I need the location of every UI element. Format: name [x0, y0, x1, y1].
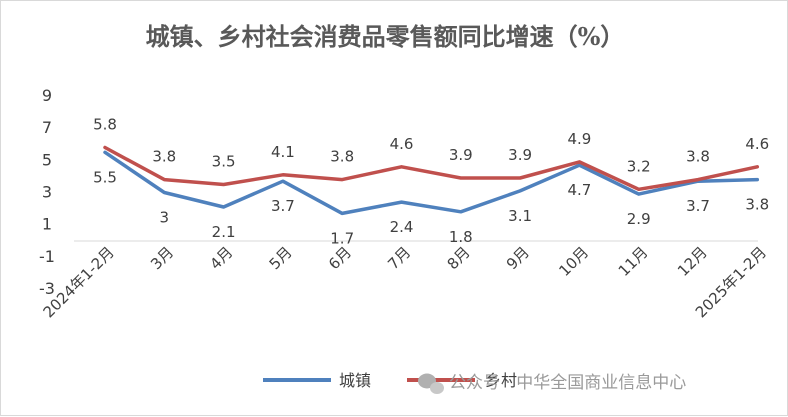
- series-line-1: [103, 150, 760, 216]
- x-axis: 2024年1-2月 3月 4月 5月 6月 7月 8月 9月 10月 11月 12月2025年1-2…: [40, 243, 771, 321]
- y-tick-label: 9: [42, 86, 52, 105]
- chart-title: 城镇、乡村社会消费品零售额同比增速（%）: [146, 22, 625, 51]
- data-label: 3.7: [686, 197, 710, 215]
- y-tick-label: 1: [42, 215, 52, 234]
- legend-label-2: 乡村: [485, 371, 517, 390]
- x-tick-label: 10月: [555, 243, 592, 280]
- y-axis: 9 7 5 3 1 -1 -3: [39, 86, 55, 298]
- x-tick-label: 9月: [503, 243, 533, 273]
- data-label: 3.1: [508, 207, 532, 225]
- data-label: 4.6: [745, 135, 769, 153]
- x-tick-label: 3月: [147, 243, 177, 273]
- data-label: 4.1: [271, 143, 295, 161]
- y-tick-label: 3: [42, 183, 52, 202]
- data-label: 3.7: [271, 197, 295, 215]
- y-tick-label: -3: [39, 279, 55, 298]
- y-tick-label: 7: [42, 118, 52, 137]
- wechat-bubble-small: [430, 382, 444, 394]
- data-label: 3.8: [686, 148, 710, 166]
- x-tick-label: 5月: [266, 243, 296, 273]
- data-label: 4.7: [567, 181, 591, 199]
- data-label: 1.8: [449, 228, 473, 246]
- data-label: 3.9: [449, 146, 473, 164]
- y-tick-label: 5: [42, 150, 52, 169]
- data-label: 2.4: [390, 218, 414, 236]
- data-label: 3.8: [330, 148, 354, 166]
- y-tick-label: -1: [39, 247, 55, 266]
- data-label: 3.8: [745, 196, 769, 214]
- data-label: 5.5: [93, 168, 117, 186]
- data-label: 4.6: [390, 135, 414, 153]
- data-label: 5.8: [93, 115, 117, 133]
- data-label: 1.7: [330, 229, 354, 247]
- data-label: 3.8: [152, 148, 176, 166]
- x-tick-label: 12月: [674, 243, 711, 280]
- wechat-icon: [418, 373, 444, 394]
- watermark: 公众号 · 中华全国商业信息中心: [418, 373, 686, 394]
- legend-label-1: 城镇: [339, 371, 371, 390]
- data-label: 2.1: [212, 223, 236, 241]
- x-tick-label: 6月: [325, 243, 355, 273]
- x-tick-label: 8月: [444, 243, 474, 273]
- watermark-text: 公众号 · 中华全国商业信息中心: [449, 373, 686, 393]
- series-line-2: [103, 145, 760, 192]
- data-label: 4.9: [567, 130, 591, 148]
- x-tick-label: 11月: [615, 243, 652, 280]
- x-tick-label: 4月: [206, 243, 236, 273]
- series-layer: [103, 145, 760, 216]
- data-label: 3.2: [627, 157, 651, 175]
- data-label: 3: [160, 209, 170, 227]
- data-labels: 5.5 3 2.1 3.7 1.7 2.4 1.8 3.1 4.7 2.9 3.7 3.8 5.8 3.8…: [93, 115, 769, 247]
- x-tick-label: 7月: [384, 243, 414, 273]
- data-label: 3.5: [212, 152, 236, 170]
- data-label: 3.9: [508, 146, 532, 164]
- data-label: 2.9: [627, 210, 651, 228]
